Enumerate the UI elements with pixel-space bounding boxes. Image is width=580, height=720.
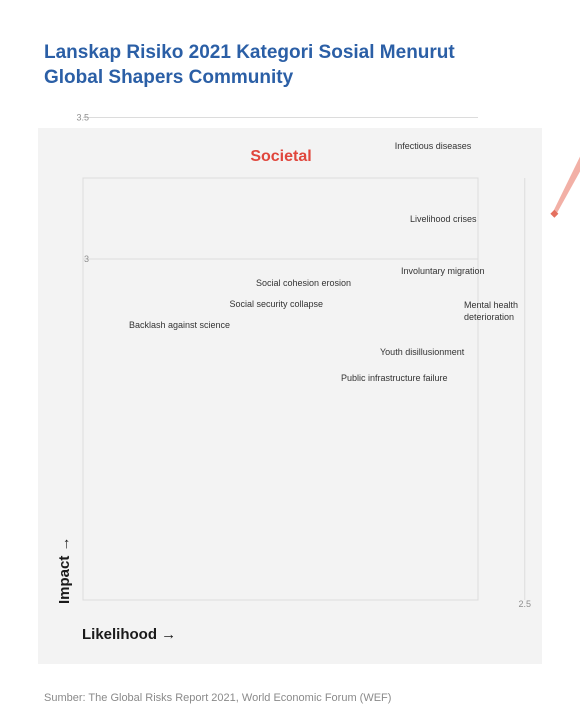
previous-position-marker <box>550 209 559 218</box>
risk-label: Involuntary migration <box>401 266 485 276</box>
chart-panel <box>38 128 542 664</box>
risk-label: Social cohesion erosion <box>256 278 351 288</box>
page-title: Lanskap Risiko 2021 Kategori Sosial Menu… <box>44 40 544 90</box>
trend-trail <box>552 156 580 215</box>
grid-lines <box>82 117 526 601</box>
risk-label: Mental health deterioration <box>464 300 518 322</box>
axis-ticks: 2.533.5433.54 <box>76 113 531 610</box>
risk-label: Social security collapse <box>229 299 323 309</box>
risk-label-line: Mental health <box>464 300 518 310</box>
x-axis-label: Likelihood → <box>82 626 176 643</box>
plot-frame <box>82 177 479 601</box>
risk-labels: Infectious diseases Livelihood crises Invo… <box>129 141 518 383</box>
risk-label: Livelihood crises <box>410 214 477 224</box>
y-tick-label: 3 <box>84 254 89 264</box>
risk-markers <box>550 209 559 218</box>
trend-trails <box>552 156 580 215</box>
risk-label: Public infrastructure failure <box>341 373 448 383</box>
risk-label: Youth disillusionment <box>380 347 465 357</box>
risk-label: Backlash against science <box>129 320 230 330</box>
page-title-line-2: Global Shapers Community <box>44 67 294 88</box>
category-label: Societal <box>250 148 311 165</box>
source-note: Sumber: The Global Risks Report 2021, Wo… <box>44 692 392 704</box>
risk-label-line: deterioration <box>464 312 514 322</box>
y-tick-label: 3.5 <box>76 113 89 123</box>
page-title-line-1: Lanskap Risiko 2021 Kategori Sosial Menu… <box>44 42 455 63</box>
risk-label: Infectious diseases <box>395 141 472 151</box>
x-tick-label: 2.5 <box>518 599 531 609</box>
y-axis-label: Impact → <box>56 536 73 604</box>
